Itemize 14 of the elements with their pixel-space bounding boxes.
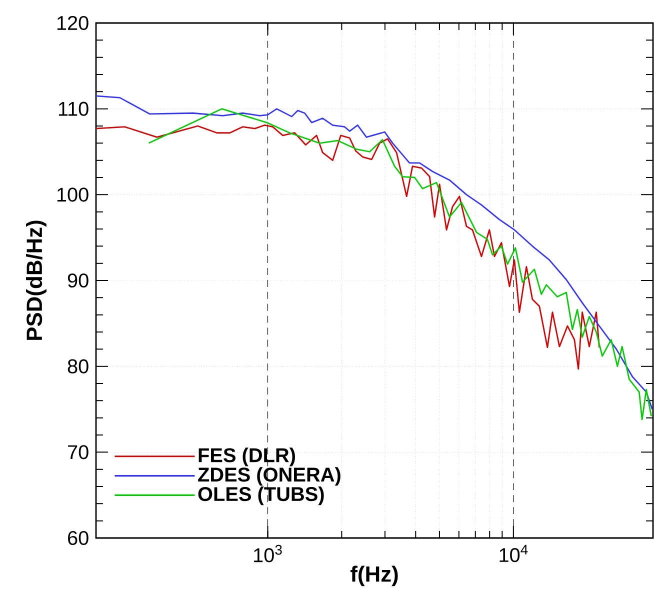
legend-label: ZDES (ONERA) (198, 467, 340, 486)
y-tick-label: 100 (57, 188, 88, 202)
x-tick-label: 10$^{3}$ (254, 544, 282, 562)
y-tick-label: 60 (68, 530, 88, 546)
x-axis-title: f(Hz) (350, 566, 398, 586)
y-tick-label: 70 (68, 445, 88, 460)
legend-label: OLES (TUBS) (198, 486, 324, 506)
y-tick-label: 80 (68, 359, 88, 374)
y-tick-label: 90 (68, 273, 88, 288)
y-tick-label: 120 (57, 16, 88, 30)
y-axis-title: PSD(dB/Hz) (26, 220, 46, 340)
legend-label: FES (DLR) (198, 448, 295, 466)
y-tick-label: 110 (58, 102, 88, 116)
x-tick-label: 10$^{4}$ (500, 544, 528, 562)
